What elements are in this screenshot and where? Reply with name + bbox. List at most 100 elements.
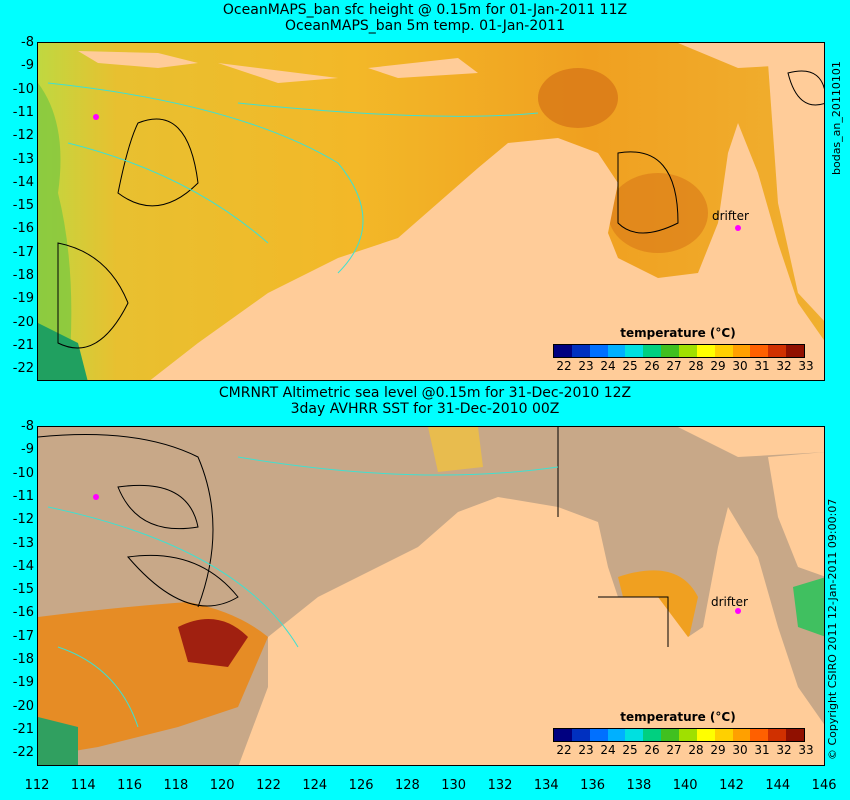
colorbar-swatch — [643, 729, 662, 741]
y-tick-label: -20 — [12, 698, 34, 714]
colorbar-tick-label: 32 — [776, 743, 792, 757]
y-tick-label: -10 — [12, 465, 34, 481]
y-tick-label: -11 — [12, 104, 34, 120]
x-tick-label: 140 — [672, 778, 698, 793]
x-tick-label: 142 — [719, 778, 744, 793]
y-tick-label: -19 — [12, 291, 34, 307]
colorbar-tick-label: 29 — [710, 359, 726, 373]
x-tick-label: 118 — [163, 778, 189, 793]
y-tick-label: -9 — [21, 58, 34, 74]
colorbar-tick-label: 27 — [666, 743, 682, 757]
colorbar-tick-label: 22 — [556, 743, 572, 757]
colorbar-swatch — [679, 729, 697, 741]
bottom-colorbar-title: temperature (°C) — [620, 710, 736, 724]
y-tick-label: -11 — [12, 488, 34, 504]
x-tick-label: 128 — [394, 778, 420, 793]
x-tick-label: 132 — [487, 778, 513, 793]
colorbar-swatch — [643, 345, 662, 357]
y-tick-label: -22 — [12, 745, 34, 761]
x-tick-label: 120 — [209, 778, 235, 793]
top-title-line2: OceanMAPS_ban 5m temp. 01-Jan-2011 — [285, 18, 565, 34]
colorbar-swatch — [696, 729, 715, 741]
colorbar-tick-label: 31 — [754, 359, 770, 373]
y-tick-label: -13 — [12, 535, 34, 551]
x-tick-label: 122 — [256, 778, 281, 793]
top-colorbar-ticks: 22 23 24 25 26 27 28 29 30 31 32 33 — [553, 359, 817, 373]
x-tick-label: 138 — [626, 778, 652, 793]
colorbar-tick-label: 28 — [688, 359, 704, 373]
colorbar-tick-label: 24 — [600, 743, 616, 757]
x-tick-label: 126 — [348, 778, 374, 793]
colorbar-tick-label: 22 — [556, 359, 572, 373]
x-tick-label: 134 — [533, 778, 559, 793]
colorbar-tick-label: 32 — [776, 359, 792, 373]
colorbar-swatch — [554, 729, 572, 741]
top-drifter-label: drifter — [712, 209, 749, 223]
top-map-panel[interactable] — [37, 42, 825, 381]
x-tick-label: 130 — [441, 778, 467, 793]
colorbar-swatch — [625, 729, 644, 741]
y-tick-label: -12 — [12, 128, 34, 144]
colorbar-swatch — [732, 729, 751, 741]
y-tick-label: -13 — [12, 151, 34, 167]
bottom-title-line1: CMRNRT Altimetric sea level @0.15m for 3… — [218, 385, 632, 401]
colorbar-swatch — [661, 345, 680, 357]
bottom-map-panel[interactable] — [37, 426, 825, 766]
colorbar-tick-label: 25 — [622, 743, 638, 757]
y-tick-label: -21 — [12, 337, 34, 353]
colorbar-swatch — [607, 345, 626, 357]
colorbar-tick-label: 25 — [622, 359, 638, 373]
colorbar-swatch — [589, 729, 608, 741]
x-tick-label: 112 — [24, 778, 50, 793]
colorbar-tick-label: 28 — [688, 743, 704, 757]
colorbar-tick-label: 23 — [578, 743, 594, 757]
colorbar-tick-label: 23 — [578, 359, 594, 373]
top-colorbar — [553, 344, 805, 358]
top-australia-land — [150, 123, 824, 380]
colorbar-swatch — [554, 345, 572, 357]
y-tick-label: -21 — [12, 721, 34, 737]
colorbar-swatch — [750, 729, 769, 741]
colorbar-swatch — [732, 345, 751, 357]
colorbar-swatch — [661, 729, 680, 741]
colorbar-swatch — [768, 729, 787, 741]
bottom-drifter-label: drifter — [711, 595, 748, 609]
x-tick-label: 116 — [117, 778, 142, 793]
y-tick-label: -14 — [12, 558, 34, 574]
bottom-drifter-marker-west — [93, 494, 99, 500]
y-tick-label: -20 — [12, 314, 34, 330]
top-drifter-marker-east — [735, 225, 741, 231]
x-tick-label: 124 — [302, 778, 328, 793]
bottom-colorbar — [553, 728, 805, 742]
y-tick-label: -19 — [12, 675, 34, 691]
bottom-side-label: © Copyright CSIRO 2011 12-Jan-2011 09:00… — [826, 498, 839, 760]
y-tick-label: -8 — [21, 35, 34, 50]
bottom-map-svg — [38, 427, 824, 765]
colorbar-swatch — [625, 345, 644, 357]
colorbar-swatch — [714, 729, 733, 741]
y-tick-label: -17 — [12, 244, 34, 260]
top-title-line1: OceanMAPS_ban sfc height @ 0.15m for 01-… — [222, 2, 628, 18]
top-side-label: bodas_an_20110101 — [830, 61, 843, 175]
colorbar-tick-label: 33 — [798, 743, 814, 757]
colorbar-swatch — [786, 729, 805, 741]
y-tick-label: -9 — [21, 442, 34, 458]
y-tick-label: -10 — [12, 81, 34, 97]
colorbar-tick-label: 31 — [754, 743, 770, 757]
bottom-title-line2: 3day AVHRR SST for 31-Dec-2010 00Z — [290, 401, 560, 417]
colorbar-swatch — [571, 345, 590, 357]
y-tick-label: -15 — [12, 582, 34, 598]
y-tick-label: -18 — [12, 652, 34, 667]
y-tick-label: -8 — [21, 419, 34, 434]
bottom-australia-land — [238, 497, 824, 765]
colorbar-tick-label: 27 — [666, 359, 682, 373]
y-tick-label: -22 — [12, 361, 34, 377]
y-tick-label: -12 — [12, 512, 34, 528]
colorbar-tick-label: 33 — [798, 359, 814, 373]
top-map-svg — [38, 43, 824, 380]
colorbar-swatch — [589, 345, 608, 357]
colorbar-swatch — [714, 345, 733, 357]
colorbar-tick-label: 30 — [732, 359, 748, 373]
colorbar-tick-label: 29 — [710, 743, 726, 757]
y-tick-label: -15 — [12, 198, 34, 214]
